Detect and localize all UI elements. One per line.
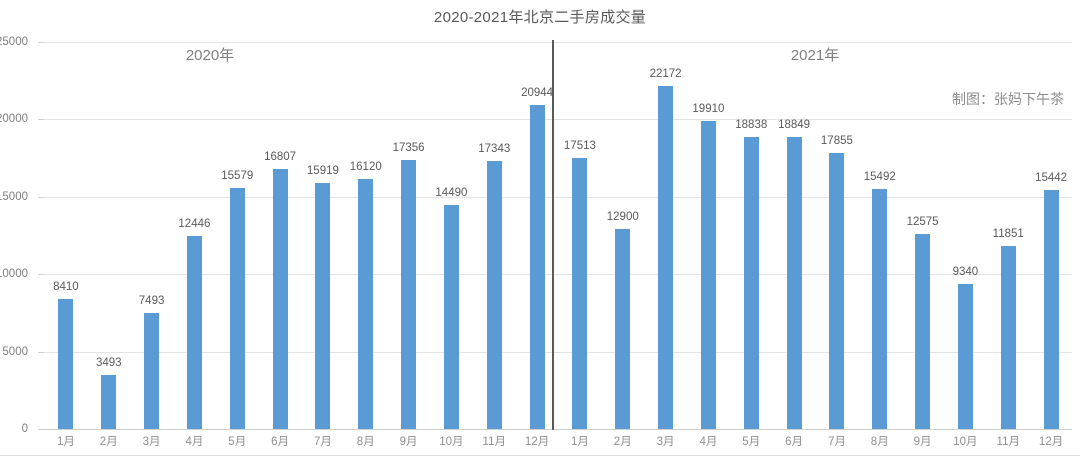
credit-text: 制图：张妈下午茶 (952, 91, 1064, 107)
bar[interactable] (572, 157, 588, 429)
x-tick-label: 12月 (524, 436, 550, 448)
gridline (44, 429, 1072, 430)
x-tick-label: 4月 (185, 436, 204, 448)
bar[interactable] (700, 120, 716, 429)
bar[interactable] (272, 168, 288, 429)
y-tick-mark (38, 351, 44, 353)
y-tick-label: 0 (21, 423, 28, 435)
x-tick-label: 9月 (399, 436, 418, 448)
bar[interactable] (1043, 189, 1059, 429)
bar-value-label: 15919 (306, 164, 339, 177)
x-tick-label: 10月 (439, 436, 464, 448)
bar-value-label: 17356 (392, 142, 425, 155)
chart-title: 2020-2021年北京二手房成交量 (433, 9, 647, 26)
gridline (44, 119, 1072, 121)
x-tick-label: 8月 (870, 436, 889, 448)
bar[interactable] (101, 374, 117, 429)
bar-value-label: 7493 (138, 295, 165, 307)
bar-value-label: 20944 (521, 86, 554, 99)
group-label-2020: 2020年 (185, 47, 235, 64)
bar[interactable] (829, 152, 845, 429)
x-tick-label: 7月 (313, 436, 332, 448)
y-tick-mark (38, 196, 44, 198)
y-tick-label: 5000 (2, 345, 28, 358)
y-tick-mark (38, 274, 44, 276)
bar[interactable] (229, 187, 245, 429)
x-tick-label: 12月 (1038, 436, 1064, 448)
y-tick-label: 10000 (0, 268, 28, 281)
x-tick-label: 1月 (56, 436, 75, 448)
gridline (44, 196, 1072, 198)
bar-value-label: 15492 (863, 171, 896, 184)
bar[interactable] (401, 160, 417, 429)
x-tick-label: 1月 (570, 436, 589, 448)
x-tick-label: 8月 (356, 436, 375, 448)
bar-value-label: 12900 (606, 211, 639, 224)
x-axis: 1月 2月 3月 4月 5月 6月 7月 8月 9月 10月 11月 12月 1月 2月 3月 4月 5月 6月 7… (44, 431, 1072, 453)
y-tick-mark (38, 119, 44, 121)
bar-value-label: 17343 (478, 142, 511, 155)
x-tick-label: 5月 (228, 436, 247, 448)
x-tick-label: 9月 (913, 436, 932, 448)
bar[interactable] (358, 179, 374, 429)
bar[interactable] (144, 313, 160, 429)
bar[interactable] (872, 189, 888, 429)
year-divider (552, 40, 554, 430)
bar[interactable] (786, 137, 802, 429)
x-tick-label: 2月 (99, 436, 118, 448)
x-tick-label: 7月 (827, 436, 846, 448)
y-tick-mark (38, 429, 44, 430)
y-tick-label: 15000 (0, 190, 28, 203)
y-tick-label: 25000 (0, 36, 28, 48)
x-tick-label: 11月 (482, 436, 506, 448)
bottom-rule (0, 455, 1080, 456)
bar[interactable] (58, 298, 74, 429)
gridline (44, 351, 1072, 353)
gridline (44, 42, 1072, 43)
bar[interactable] (957, 284, 973, 429)
y-tick-mark (38, 42, 44, 43)
bar-value-label: 19910 (692, 102, 725, 115)
bar[interactable] (743, 137, 759, 429)
x-tick-label: 6月 (785, 436, 804, 448)
bar-value-label: 22172 (649, 67, 682, 80)
bar[interactable] (486, 160, 502, 429)
bar-value-label: 17855 (820, 134, 853, 147)
bar[interactable] (443, 204, 459, 429)
bar-value-label: 11851 (992, 227, 1024, 240)
group-label-2021: 2021年 (790, 47, 840, 64)
plot-area: 0 5000 10000 15000 20000 25000 8410 3493 7493 124… (0, 36, 1072, 435)
bar-value-label: 15442 (1035, 171, 1068, 184)
gridline (44, 274, 1072, 276)
bar[interactable] (615, 229, 631, 429)
bar-value-label: 16807 (264, 150, 297, 163)
bar[interactable] (186, 236, 202, 429)
bar-value-label: 15579 (221, 169, 254, 182)
bar-value-label: 16120 (349, 161, 382, 174)
x-tick-label: 3月 (142, 436, 161, 448)
bar[interactable] (1000, 245, 1016, 429)
bar-value-label: 17513 (563, 139, 596, 152)
x-tick-label: 3月 (656, 436, 675, 448)
y-tick-label: 20000 (0, 113, 28, 126)
x-tick-label: 5月 (742, 436, 761, 448)
bar-value-label: 3493 (95, 356, 122, 369)
bar-value-label: 12446 (178, 218, 211, 231)
x-tick-label: 6月 (271, 436, 290, 448)
x-tick-label: 4月 (699, 436, 718, 448)
bar-value-label: 8410 (53, 280, 79, 293)
bar-value-label: 18838 (735, 119, 768, 132)
bar[interactable] (529, 104, 545, 429)
x-tick-label: 11月 (996, 436, 1020, 448)
x-tick-label: 10月 (953, 436, 978, 448)
bar[interactable] (315, 182, 331, 429)
bar-value-label: 12575 (906, 216, 939, 229)
bar-value-label: 9340 (952, 266, 979, 279)
bar[interactable] (915, 234, 931, 429)
bar[interactable] (658, 85, 674, 429)
bar-value-label: 18849 (778, 119, 811, 132)
x-tick-label: 2月 (613, 436, 632, 448)
bar-value-label: 14490 (435, 186, 468, 199)
